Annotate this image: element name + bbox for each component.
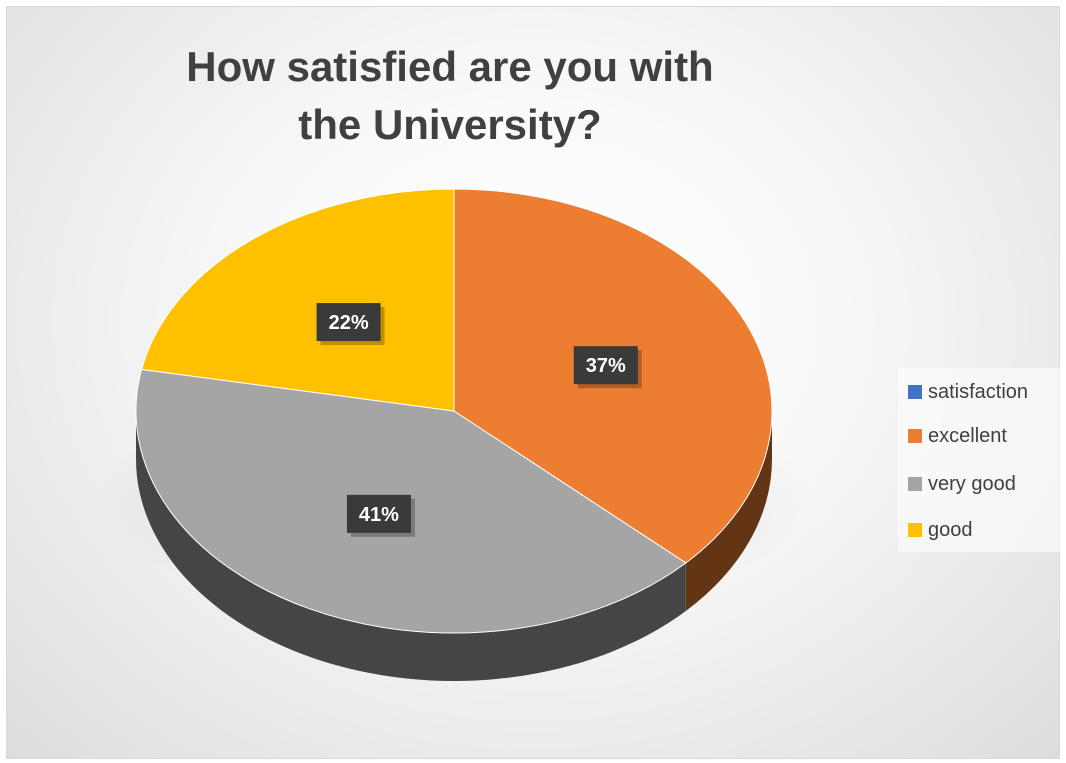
legend-item-satisfaction: satisfaction <box>908 380 1028 404</box>
pie-side-excellent <box>685 411 772 611</box>
legend: satisfaction excellent very good good <box>898 368 1060 552</box>
legend-swatch-satisfaction <box>908 385 922 399</box>
legend-swatch-good <box>908 523 922 537</box>
svg-text:41%: 41% <box>359 504 399 526</box>
svg-text:37%: 37% <box>586 355 626 377</box>
pie-slice-good <box>140 188 455 412</box>
legend-label-satisfaction: satisfaction <box>928 380 1029 403</box>
svg-text:22%: 22% <box>329 312 369 334</box>
chart-title: How satisfied are you with the Universit… <box>186 43 714 148</box>
legend-label-good: good <box>928 518 973 541</box>
pie-side-walls <box>136 411 772 681</box>
data-label-very-good: 41% <box>346 494 415 537</box>
legend-item-good: good <box>908 518 973 542</box>
legend-item-excellent: excellent <box>908 424 1007 448</box>
legend-item-very-good: very good <box>908 472 1016 496</box>
legend-label-very-good: very good <box>928 472 1016 495</box>
legend-swatch-excellent <box>908 429 922 443</box>
legend-swatch-very-good <box>908 477 922 491</box>
pie-side-very-good <box>136 411 686 681</box>
data-label-good: 22% <box>316 303 385 346</box>
data-label-excellent: 37% <box>573 346 642 389</box>
legend-label-excellent: excellent <box>928 424 1007 447</box>
